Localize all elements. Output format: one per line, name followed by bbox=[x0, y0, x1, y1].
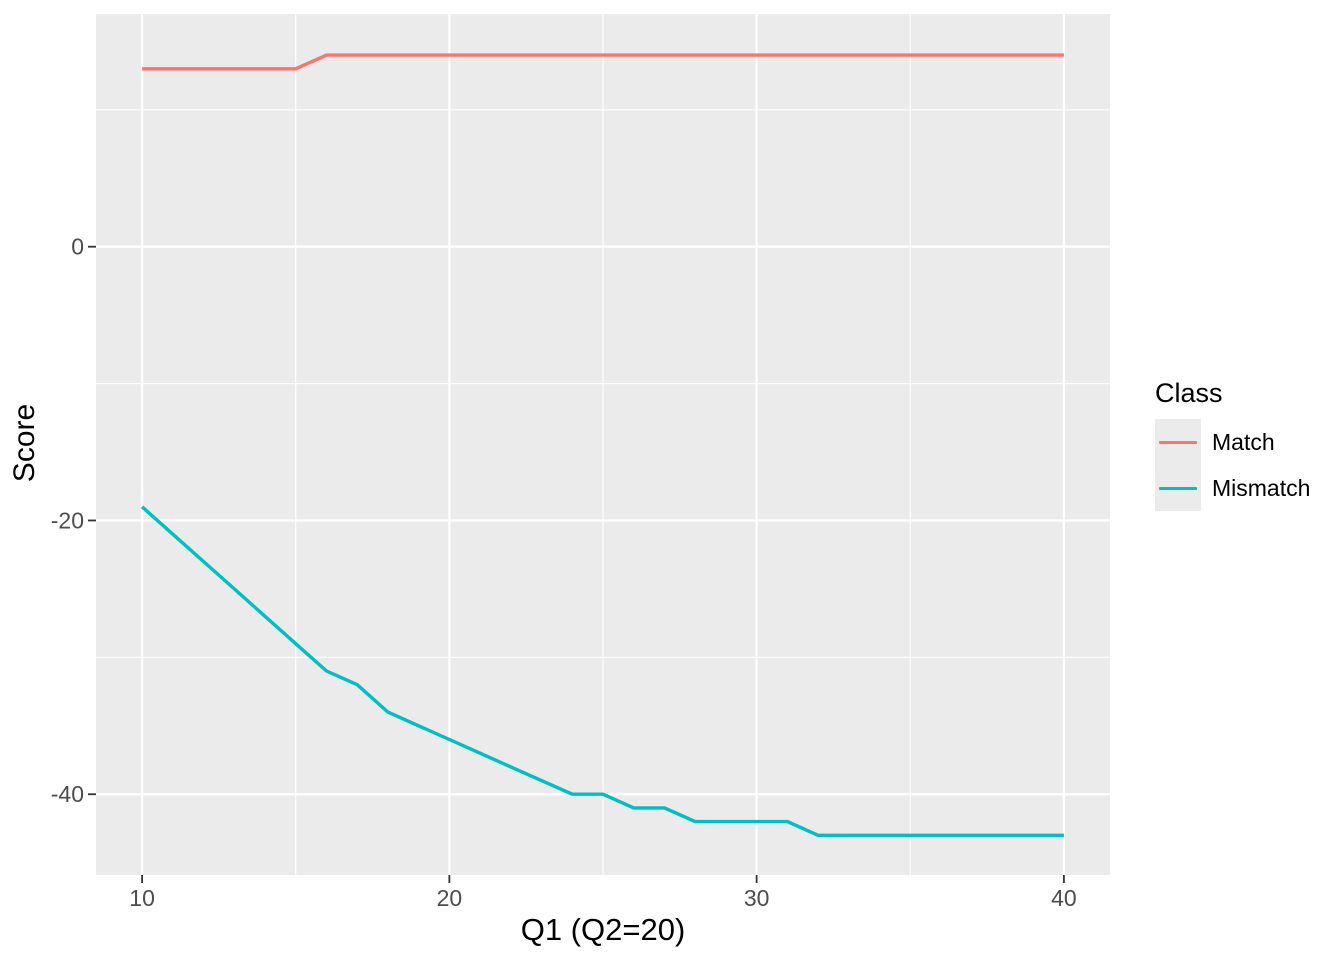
mismatch-line-sample-icon bbox=[1159, 486, 1197, 491]
x-tick-label: 40 bbox=[1051, 885, 1077, 911]
legend-label-match: Match bbox=[1212, 428, 1275, 455]
y-tick-label: 0 bbox=[71, 234, 84, 260]
x-tick-label: 30 bbox=[744, 885, 770, 911]
y-tick-label: -40 bbox=[51, 781, 84, 807]
legend-item-match: Match bbox=[1155, 419, 1310, 466]
y-axis-title: Score bbox=[8, 403, 41, 483]
legend-key-match bbox=[1155, 419, 1201, 466]
match-line-sample-icon bbox=[1159, 440, 1197, 445]
legend-title: Class bbox=[1155, 378, 1223, 408]
x-tick-label: 10 bbox=[129, 885, 155, 911]
match-line bbox=[142, 53, 1064, 71]
mismatch-line bbox=[140, 505, 1064, 837]
y-tick-label: -20 bbox=[51, 507, 84, 533]
x-axis-title: Q1 (Q2=20) bbox=[520, 912, 686, 947]
legend-items: Match Mismatch bbox=[1155, 419, 1311, 512]
legend-key-mismatch bbox=[1155, 465, 1201, 512]
legend-label-mismatch: Mismatch bbox=[1212, 474, 1311, 501]
x-tick-label: 20 bbox=[437, 885, 463, 911]
legend-item-mismatch: Mismatch bbox=[1155, 465, 1311, 512]
legend: Class Match Mismatch bbox=[1155, 377, 1311, 512]
